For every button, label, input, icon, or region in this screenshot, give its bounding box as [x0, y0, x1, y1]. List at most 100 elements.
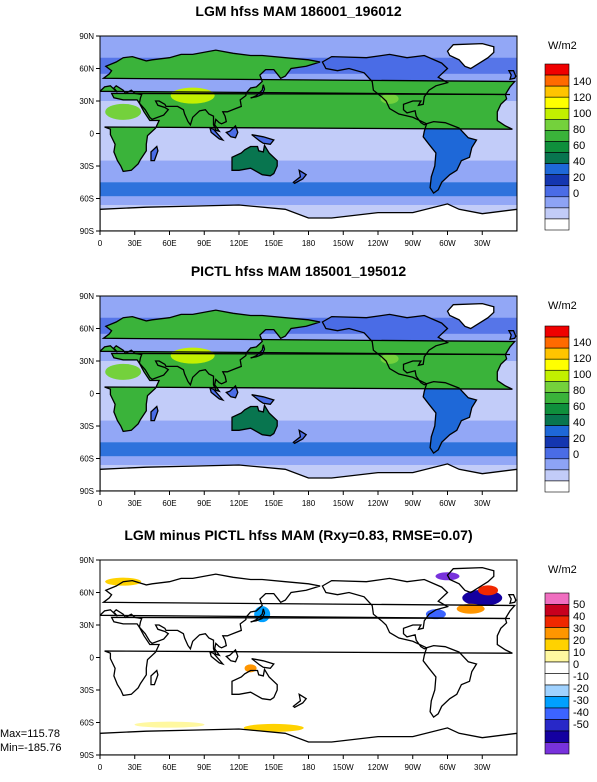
lat-tick-label: 60N	[79, 325, 94, 334]
legend-label: 40	[573, 156, 586, 168]
legend-label: 20	[573, 433, 586, 445]
lon-tick-label: 30E	[128, 239, 142, 248]
highflux-sahara	[105, 363, 142, 380]
legend-label: 50	[573, 599, 586, 611]
colorbar-swatch	[544, 218, 570, 231]
highflux-na	[380, 93, 399, 104]
lon-tick-label: 150E	[264, 499, 283, 508]
colorbar-swatch	[544, 152, 570, 164]
anomaly-patch	[134, 721, 205, 728]
legend-label: -50	[573, 719, 589, 731]
colorbar-lgm	[544, 63, 570, 231]
colorbar-swatch	[544, 196, 570, 209]
land-africa	[104, 93, 513, 172]
legend-label: 100	[573, 369, 592, 381]
land-greenland	[447, 303, 494, 329]
coastline-greenland	[446, 302, 495, 330]
lon-tick-label: 120W	[368, 763, 389, 772]
coastline-japan	[250, 344, 266, 359]
colorbar-swatch	[544, 719, 570, 732]
coastline-madagascar	[150, 669, 159, 686]
coastline-sumatra	[209, 127, 225, 142]
colorbar-swatch	[544, 696, 570, 709]
colorbar-swatch	[544, 392, 570, 404]
lon-tick-label: 120E	[230, 239, 249, 248]
coastline-africa	[104, 616, 513, 697]
lat-tick-label: 90S	[80, 487, 94, 496]
lat-tick-label: 60N	[79, 65, 94, 74]
legend-label: 30	[573, 623, 586, 635]
lat-tick-label: 0	[90, 130, 95, 139]
coastline-australia	[231, 667, 278, 701]
lon-tick-label: 30E	[128, 499, 142, 508]
colorbar-swatch	[544, 347, 570, 360]
lon-tick-label: 0	[98, 499, 103, 508]
lon-tick-label: 90W	[405, 499, 422, 508]
lon-tick-label: 90W	[405, 763, 422, 772]
highflux-tibet	[170, 87, 215, 104]
lat-tick-label: 30S	[80, 162, 94, 171]
map-diff: 90N 60N 30N 0 30S 60S 90S 0 30E 60E 90E 120E 150E 180…	[79, 556, 518, 772]
ocean-band	[100, 420, 517, 443]
legend-label: -30	[573, 695, 589, 707]
legend-label: 60	[573, 401, 586, 413]
coastline-southamerica	[422, 644, 478, 719]
land-southamerica	[423, 381, 477, 454]
land-antarctica	[100, 203, 517, 231]
legend-label: 0	[573, 659, 580, 671]
stats-min: Min=-185.76	[0, 742, 62, 754]
coastline-southamerica	[422, 120, 478, 195]
coastline-northamerica	[321, 53, 450, 126]
coastline-borneo	[225, 124, 239, 139]
colorbar-swatch	[544, 447, 570, 460]
lat-tick-label: 30N	[79, 357, 94, 366]
lon-tick-label: 180	[302, 763, 316, 772]
ocean-band	[100, 160, 517, 183]
land-greenland	[447, 43, 494, 69]
colorbar-swatch	[544, 414, 570, 426]
coastline-newguinea	[251, 393, 275, 405]
land-madagascar	[151, 406, 158, 421]
land-newguinea	[251, 394, 274, 405]
colorbar-swatch	[544, 174, 570, 187]
colorbar-swatch	[544, 742, 570, 755]
map-lgm: 90N 60N 30N 0 30S 60S 90S 0 30E 60E 90E 120E 150E 180…	[79, 32, 518, 248]
colorbar-swatch	[544, 661, 570, 674]
lat-tick-label: 30N	[79, 621, 94, 630]
lat-tick-label: 90S	[80, 751, 94, 760]
land-southamerica	[423, 121, 477, 194]
colorbar-swatch	[544, 673, 570, 686]
lon-tick-label: 150W	[333, 499, 354, 508]
highflux-tibet	[170, 347, 215, 364]
colorbar-swatch	[544, 707, 570, 720]
lon-tick-label: 150W	[333, 763, 354, 772]
lon-tick-label: 90E	[197, 499, 211, 508]
lat-tick-label: 90N	[79, 556, 94, 565]
colorbar-swatch	[544, 163, 570, 175]
colorbar-swatch	[544, 74, 570, 87]
coastline-antarctica	[100, 203, 517, 231]
coastline-eurasia	[100, 573, 517, 657]
coastline-newzealand	[292, 692, 308, 709]
colorbar-swatch	[544, 615, 570, 628]
lon-tick-label: 180	[302, 499, 316, 508]
lat-tick-label: 60S	[80, 719, 94, 728]
coastline-uk	[507, 594, 517, 605]
colorbar-swatch	[544, 185, 570, 198]
colorbar-swatch	[544, 627, 570, 640]
colorbar-swatch	[544, 107, 570, 120]
legend-label: 80	[573, 124, 586, 136]
land-antarctica	[100, 463, 517, 491]
coastline-australia	[231, 143, 278, 177]
lat-tick-label: 60N	[79, 589, 94, 598]
colorbar-swatch	[544, 141, 570, 153]
lon-tick-label: 120W	[368, 239, 389, 248]
lon-tick-label: 150W	[333, 239, 354, 248]
stats-max: Max=115.78	[0, 728, 61, 740]
legend-label: 10	[573, 647, 586, 659]
coastline-africa	[104, 352, 513, 433]
colorbar-swatch	[544, 480, 570, 493]
colorbar-swatch	[544, 369, 570, 382]
lon-tick-label: 120E	[230, 499, 249, 508]
anomaly-patch	[243, 723, 304, 732]
